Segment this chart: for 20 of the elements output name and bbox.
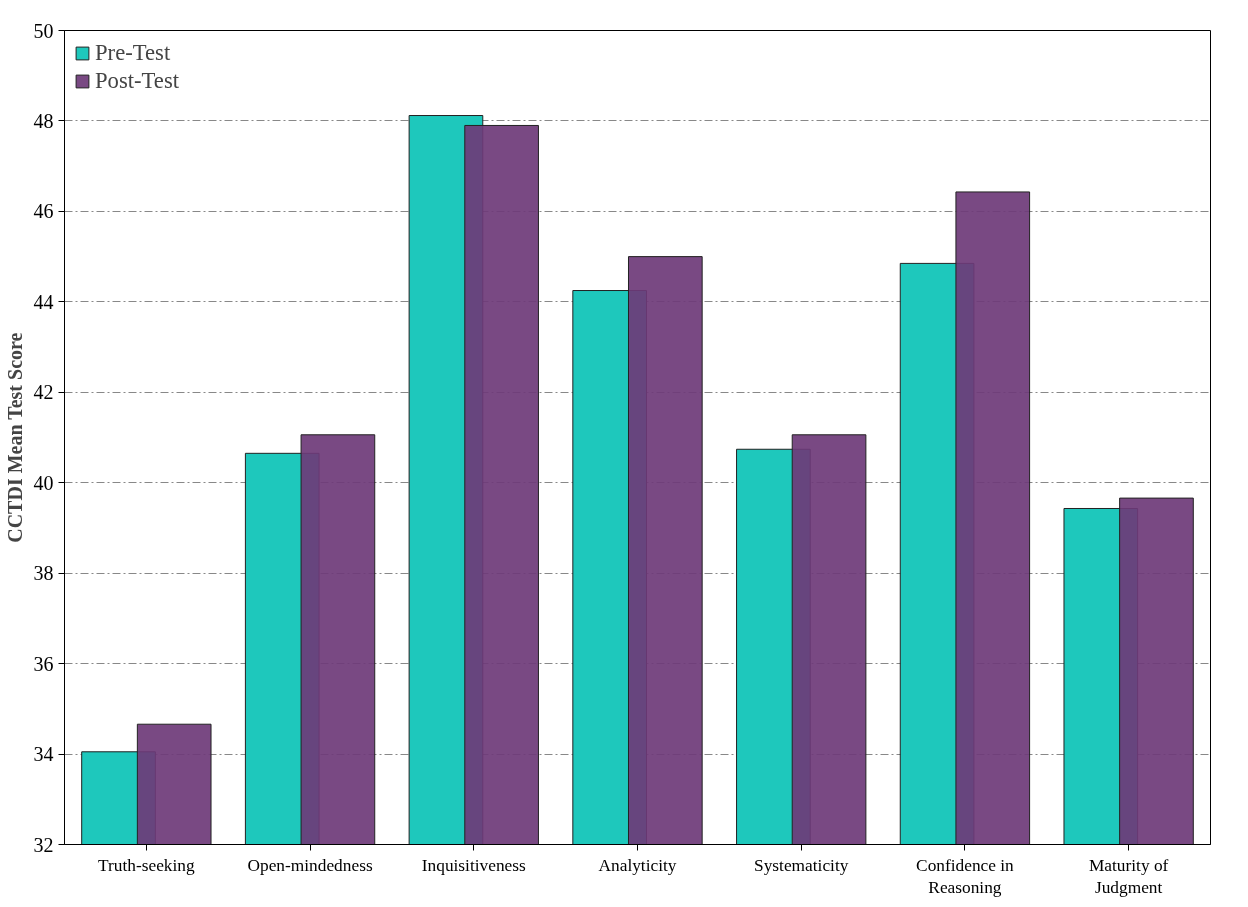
x-tick-label: Inquisitiveness xyxy=(421,855,527,875)
y-tick-label: 50 xyxy=(33,19,54,42)
y-tick-label: 42 xyxy=(33,381,54,404)
x-tick-label: Maturity of Judgment xyxy=(1088,855,1169,898)
y-tick-label: 46 xyxy=(33,200,54,223)
y-tick-label: 40 xyxy=(33,471,54,494)
y-tick-label: 34 xyxy=(33,743,54,766)
y-tick-label: 48 xyxy=(33,109,54,132)
x-tick-label: Truth-seeking xyxy=(98,855,195,875)
x-tick-label: Analyticity xyxy=(598,855,677,875)
y-tick-label: 36 xyxy=(33,652,54,675)
legend-label: Post-Test xyxy=(95,68,180,94)
x-tick-label: Systematicity xyxy=(754,855,849,875)
y-axis-title: CCTDI Mean Test Score xyxy=(3,332,26,543)
y-tick-label: 32 xyxy=(33,833,54,856)
legend-label: Pre-Test xyxy=(95,40,171,66)
x-tick-label: Confidence in Reasoning xyxy=(916,855,1015,898)
x-tick-label: Open-mindedness xyxy=(247,855,373,875)
y-tick-label: 38 xyxy=(33,562,54,585)
y-tick-label: 44 xyxy=(33,290,54,313)
